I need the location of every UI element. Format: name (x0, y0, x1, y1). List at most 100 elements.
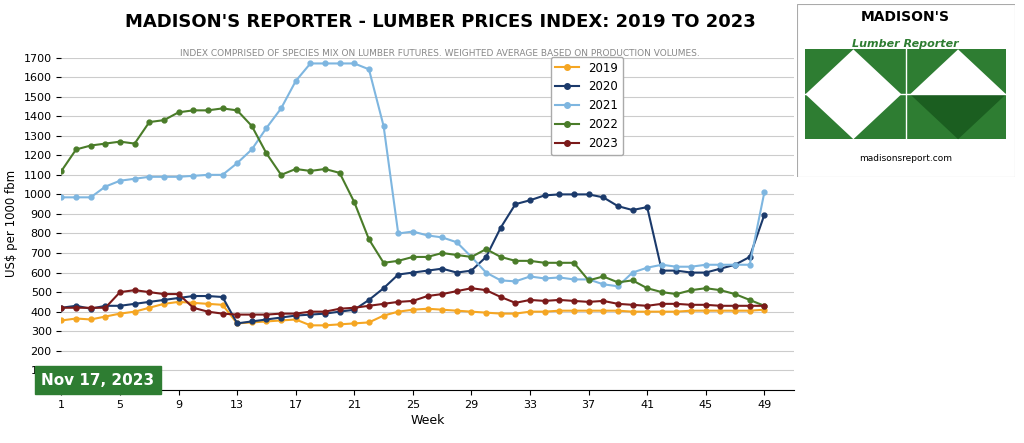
2019 (172, 299, 184, 304)
2020 (729, 262, 741, 268)
2019 (348, 321, 360, 326)
2022 (334, 170, 346, 175)
2021 (597, 282, 609, 287)
2019 (187, 300, 200, 306)
2022 (480, 246, 493, 252)
2023 (539, 298, 551, 303)
2022 (611, 280, 624, 285)
Polygon shape (910, 94, 1006, 139)
2021 (143, 174, 156, 179)
2021 (495, 278, 507, 283)
2022 (143, 120, 156, 125)
2020 (129, 301, 141, 307)
2020 (465, 268, 477, 273)
Text: Nov 17, 2023: Nov 17, 2023 (42, 373, 155, 388)
2021 (655, 262, 668, 268)
2022 (729, 291, 741, 297)
Y-axis label: US$ per 1000 fbm: US$ per 1000 fbm (5, 170, 18, 277)
2023 (260, 312, 272, 317)
2021 (699, 262, 712, 268)
2020 (158, 297, 170, 303)
2020 (392, 272, 404, 277)
2023 (318, 309, 331, 315)
2023 (583, 299, 595, 304)
2023 (553, 297, 565, 303)
2023 (627, 302, 639, 307)
Line: 2020: 2020 (59, 192, 767, 326)
2020 (85, 306, 97, 311)
2020 (348, 307, 360, 312)
2019 (260, 319, 272, 324)
2019 (743, 308, 756, 313)
2019 (699, 308, 712, 313)
2021 (729, 262, 741, 268)
2019 (129, 309, 141, 315)
2021 (465, 254, 477, 260)
2019 (685, 308, 697, 313)
2022 (524, 258, 537, 264)
2021 (318, 61, 331, 66)
2023 (362, 303, 375, 308)
2022 (758, 303, 770, 308)
2023 (758, 303, 770, 308)
2020 (641, 205, 653, 210)
2020 (334, 309, 346, 315)
2020 (743, 254, 756, 260)
2023 (202, 309, 214, 315)
2022 (85, 143, 97, 148)
2019 (362, 320, 375, 325)
2022 (246, 123, 258, 128)
2023 (274, 311, 287, 316)
2020 (216, 294, 228, 299)
2021 (407, 229, 419, 234)
2019 (597, 308, 609, 313)
2020 (597, 194, 609, 200)
2019 (246, 320, 258, 325)
2020 (422, 268, 434, 273)
2023 (216, 311, 228, 316)
2021 (539, 276, 551, 281)
2022 (392, 258, 404, 264)
2019 (480, 310, 493, 315)
2022 (348, 199, 360, 205)
2022 (743, 297, 756, 303)
2021 (260, 125, 272, 131)
2019 (509, 311, 521, 316)
2019 (55, 318, 68, 323)
2020 (495, 225, 507, 230)
2020 (685, 270, 697, 275)
2022 (627, 278, 639, 283)
2023 (611, 301, 624, 307)
2020 (567, 192, 580, 197)
2019 (114, 311, 126, 316)
2020 (231, 321, 244, 326)
2021 (509, 279, 521, 284)
2020 (627, 207, 639, 213)
2023 (304, 309, 316, 315)
2020 (378, 286, 390, 291)
2023 (465, 286, 477, 291)
Polygon shape (910, 49, 1006, 94)
2023 (143, 289, 156, 295)
X-axis label: Week: Week (411, 414, 444, 427)
Text: Lumber Reporter: Lumber Reporter (852, 39, 959, 49)
2020 (274, 315, 287, 320)
2022 (172, 110, 184, 115)
2020 (758, 212, 770, 218)
2020 (114, 303, 126, 308)
2020 (436, 266, 449, 271)
2023 (187, 305, 200, 311)
2023 (158, 291, 170, 297)
2021 (627, 270, 639, 275)
2020 (451, 270, 463, 275)
2019 (99, 314, 112, 319)
2023 (85, 305, 97, 311)
2019 (70, 316, 82, 321)
2022 (362, 237, 375, 242)
2023 (172, 291, 184, 297)
2021 (378, 123, 390, 128)
2022 (55, 168, 68, 174)
2019 (143, 305, 156, 311)
2021 (524, 274, 537, 279)
2023 (655, 301, 668, 307)
